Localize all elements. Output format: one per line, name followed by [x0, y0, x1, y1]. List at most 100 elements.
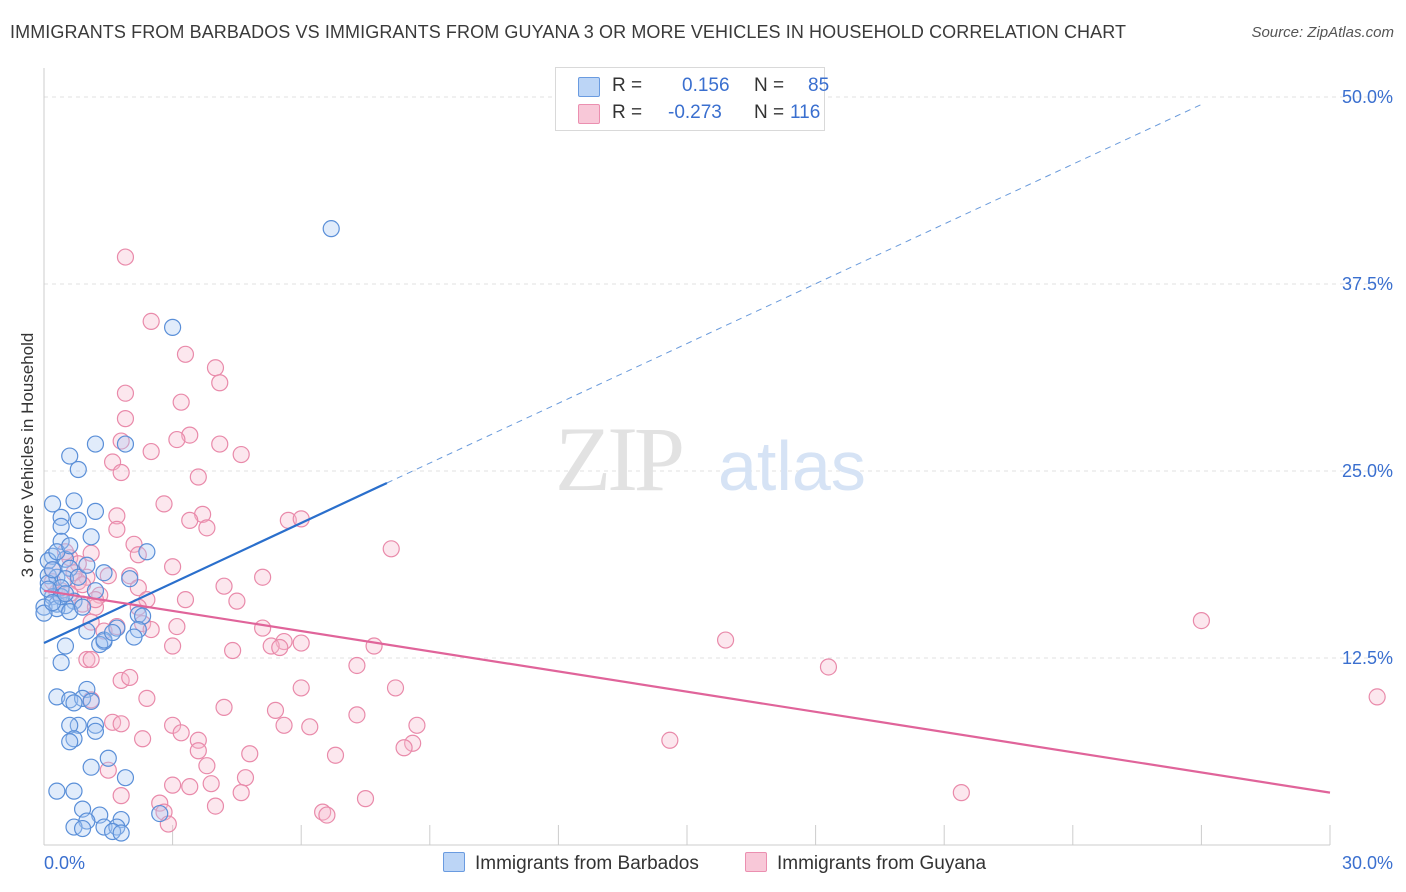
data-point: [116, 248, 135, 266]
data-point: [112, 787, 130, 805]
data-point: [56, 570, 75, 588]
trend-line-barbados-projection: [386, 104, 1202, 484]
data-point: [142, 620, 160, 639]
data-point: [52, 532, 70, 550]
data-point: [61, 603, 79, 621]
data-point: [133, 607, 152, 625]
data-point: [86, 502, 105, 520]
data-point: [271, 638, 289, 657]
data-point: [116, 435, 135, 453]
data-point: [95, 564, 113, 582]
data-point: [121, 668, 139, 687]
data-point: [65, 782, 83, 800]
legend-item-guyana: Immigrants from Guyana: [745, 852, 986, 875]
data-point: [266, 701, 285, 719]
data-point: [39, 580, 57, 598]
data-point: [43, 495, 62, 513]
data-point: [69, 555, 87, 573]
data-point: [69, 511, 87, 529]
data-point: [69, 460, 87, 479]
data-point: [61, 447, 79, 465]
data-point: [116, 410, 135, 428]
data-point: [116, 384, 135, 402]
legend-n-label: N =: [754, 102, 785, 123]
data-point: [176, 345, 195, 363]
data-point: [176, 591, 195, 609]
watermark: ZIP atlas: [555, 408, 866, 510]
data-point: [112, 715, 130, 733]
data-point: [52, 653, 70, 672]
y-axis-label: 3 or more Vehicles in Household: [18, 333, 37, 578]
data-point: [103, 713, 122, 731]
data-point: [61, 537, 79, 555]
data-point: [103, 623, 122, 642]
data-point: [356, 790, 375, 808]
data-point: [112, 463, 130, 482]
legend-r-label: R =: [612, 75, 643, 96]
data-point: [386, 679, 405, 697]
guyana-legend-label: Immigrants from Guyana: [777, 853, 987, 874]
data-point: [318, 806, 336, 824]
data-point: [78, 556, 96, 574]
data-point: [56, 637, 75, 655]
data-point: [129, 579, 147, 597]
data-point: [86, 582, 105, 600]
data-point: [35, 598, 53, 616]
data-point: [224, 641, 242, 660]
source-label: Source: ZipAtlas.com: [1251, 24, 1394, 41]
data-point: [172, 724, 190, 742]
data-point: [116, 769, 135, 787]
data-point: [164, 637, 182, 655]
data-point: [348, 706, 366, 724]
data-point: [206, 359, 225, 377]
y-tick-label: 37.5%: [1342, 274, 1393, 294]
data-point: [168, 617, 186, 636]
data-point: [73, 598, 92, 616]
data-point: [142, 442, 160, 461]
legend-r-value: -0.273: [668, 102, 722, 123]
chart-title: IMMIGRANTS FROM BARBADOS VS IMMIGRANTS F…: [10, 22, 1127, 42]
data-point: [65, 694, 83, 712]
data-point: [292, 679, 310, 697]
data-point: [121, 570, 139, 588]
barbados-legend-label: Immigrants from Barbados: [475, 853, 699, 874]
data-point: [395, 739, 413, 757]
data-point: [125, 628, 143, 646]
data-point: [365, 637, 383, 655]
data-point: [348, 656, 366, 675]
data-point: [48, 688, 66, 706]
data-point: [112, 824, 130, 842]
y-tick-label: 25.0%: [1342, 461, 1393, 481]
data-point: [48, 782, 66, 800]
data-point: [151, 804, 169, 823]
data-point: [61, 733, 79, 751]
watermark-atlas: atlas: [718, 427, 866, 505]
guyana-legend-swatch: [745, 852, 767, 872]
data-point: [138, 543, 156, 561]
barbados-legend-swatch: [443, 852, 465, 872]
data-point: [254, 619, 272, 637]
guyana-swatch: [578, 104, 600, 124]
y-tick-label: 50.0%: [1342, 87, 1393, 107]
y-tick-label: 12.5%: [1342, 648, 1393, 668]
data-point: [82, 650, 100, 669]
data-point: [408, 716, 426, 734]
data-point: [215, 698, 233, 716]
data-point: [82, 528, 100, 546]
stats-legend: R = 0.156 N = 85 R = -0.273 N = 116: [555, 67, 829, 131]
data-point: [108, 520, 126, 538]
data-point: [43, 594, 62, 612]
data-point: [322, 220, 340, 238]
data-point: [661, 731, 679, 749]
data-point: [292, 634, 310, 652]
data-point: [164, 318, 182, 336]
legend-n-value: 116: [790, 102, 821, 123]
data-point: [52, 508, 70, 526]
x-tick-label-max: 30.0%: [1342, 853, 1393, 873]
trend-line-guyana: [43, 589, 1331, 794]
data-point: [138, 689, 156, 707]
tick-labels: 12.5% 25.0% 37.5% 50.0% 0.0% 30.0%: [44, 87, 1393, 873]
data-point: [254, 568, 272, 586]
data-point: [78, 650, 96, 669]
legend-n-label: N =: [754, 75, 785, 96]
